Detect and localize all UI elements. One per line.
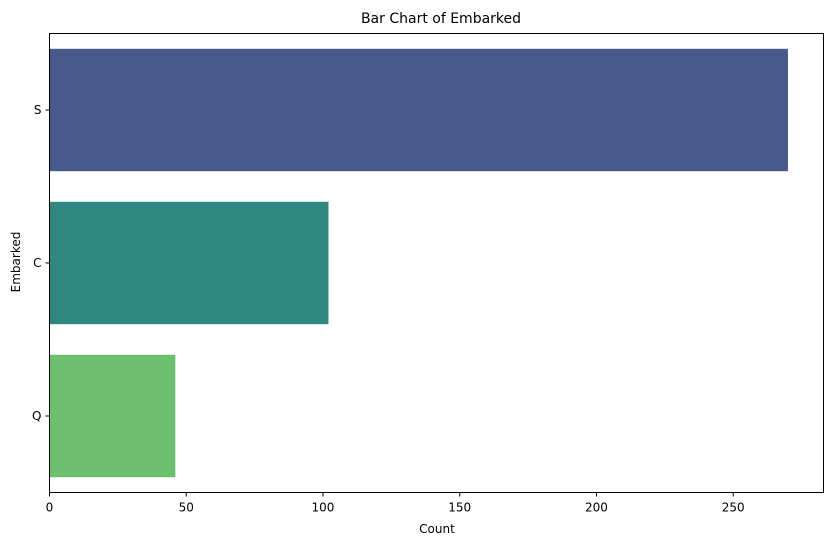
x-axis-title: Count xyxy=(419,522,455,536)
plot-frame xyxy=(49,33,824,493)
x-tick-label: 0 xyxy=(46,501,54,515)
y-axis-title: Embarked xyxy=(9,232,23,293)
bar-c xyxy=(49,201,329,325)
x-tick-label: 150 xyxy=(448,501,471,515)
x-tick-label: 200 xyxy=(585,501,608,515)
bars-group xyxy=(49,48,788,478)
x-tick-label: 50 xyxy=(179,501,194,515)
bar-s xyxy=(49,48,788,172)
y-axis-ticks: S C Q xyxy=(32,103,50,423)
x-tick-label: 100 xyxy=(312,501,335,515)
y-tick-label: C xyxy=(33,256,41,270)
y-tick-label: Q xyxy=(32,409,41,423)
x-axis-ticks: 0 50 100 150 200 250 xyxy=(46,492,745,515)
chart-title: Bar Chart of Embarked xyxy=(361,11,521,27)
x-tick-label: 250 xyxy=(722,501,745,515)
y-tick-label: S xyxy=(34,103,42,117)
bar-q xyxy=(49,354,176,478)
